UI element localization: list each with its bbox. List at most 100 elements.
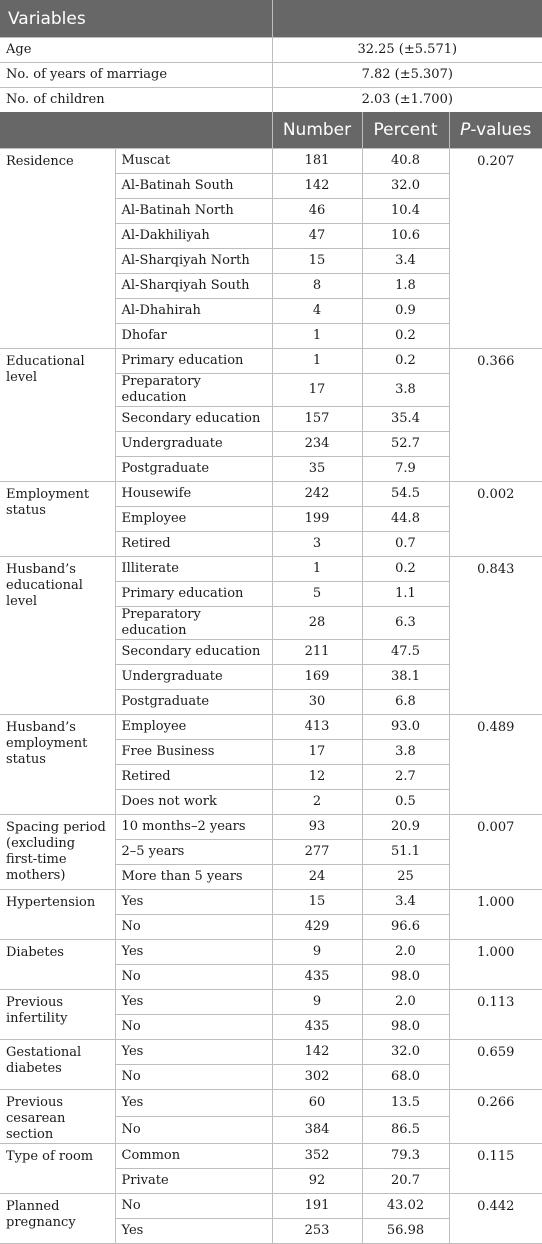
table-row: Spacing period (excluding first-time mot… [0, 814, 542, 890]
variable-label: Previous infertility [0, 989, 116, 1040]
percent-cell: 68.0 [362, 1064, 450, 1090]
table-row: Previous cesarean section Yes 60 13.5 0.266 [0, 1089, 542, 1144]
percent-cell: 52.7 [362, 431, 450, 457]
table-row: Al-Batinah North 46 10.4 [0, 198, 542, 224]
number-cell: 60 [272, 1089, 363, 1117]
variable-label: Husband’s educational level [0, 556, 116, 715]
table-row: Hypertension Yes 15 3.4 1.000 [0, 889, 542, 940]
number-cell: 211 [272, 639, 363, 665]
percent-cell: 56.98 [362, 1218, 450, 1244]
table-row: No 384 86.5 [0, 1116, 542, 1144]
table-row: No 302 68.0 [0, 1064, 542, 1090]
percent-cell: 2.7 [362, 764, 450, 790]
percent-cell: 86.5 [362, 1116, 450, 1144]
pvalue-cell: 0.843 [449, 556, 542, 715]
table-row: Employment status Housewife 242 54.5 0.002 [0, 481, 542, 557]
table-row: Postgraduate 35 7.9 [0, 456, 542, 482]
percent-cell: 54.5 [362, 481, 450, 507]
summary-row: No. of children 2.03 (±1.700) [0, 87, 542, 112]
pvalue-cell: 1.000 [449, 939, 542, 990]
category-cell: Al-Sharqiyah South [115, 273, 273, 299]
category-cell: No [115, 1116, 273, 1144]
title-row-blank [271, 0, 542, 38]
category-cell: More than 5 years [115, 864, 273, 890]
percent-cell: 3.4 [362, 889, 450, 915]
pvalue-cell: 0.659 [449, 1039, 542, 1090]
column-header-number: Number [271, 112, 362, 149]
table-row: Husband’s employment status Employee 413 93… [0, 714, 542, 815]
number-cell: 12 [272, 764, 363, 790]
number-cell: 1 [272, 348, 363, 374]
number-cell: 15 [272, 248, 363, 274]
column-header-row: Number Percent P-values [0, 112, 542, 149]
category-cell: Employee [115, 714, 273, 740]
pvalue-cell: 0.489 [449, 714, 542, 815]
category-cell: No [115, 914, 273, 940]
number-cell: 28 [272, 606, 363, 640]
number-cell: 9 [272, 939, 363, 965]
number-cell: 142 [272, 1039, 363, 1065]
number-cell: 384 [272, 1116, 363, 1144]
percent-cell: 44.8 [362, 506, 450, 532]
number-cell: 17 [272, 739, 363, 765]
percent-cell: 1.8 [362, 273, 450, 299]
category-cell: Yes [115, 1218, 273, 1244]
number-cell: 1 [272, 323, 363, 349]
category-cell: Retired [115, 764, 273, 790]
number-cell: 242 [272, 481, 363, 507]
percent-cell: 93.0 [362, 714, 450, 740]
number-cell: 435 [272, 964, 363, 990]
category-cell: Muscat [115, 148, 273, 174]
table-row: Type of room Common 352 79.3 0.115 [0, 1143, 542, 1194]
summary-row: Age 32.25 (±5.571) [0, 37, 542, 63]
summary-value: 32.25 (±5.571) [271, 37, 542, 63]
table-row: Secondary education 157 35.4 [0, 406, 542, 432]
number-cell: 4 [272, 298, 363, 324]
table-row: 2–5 years 277 51.1 [0, 839, 542, 865]
category-cell: 10 months–2 years [115, 814, 273, 840]
number-cell: 429 [272, 914, 363, 940]
category-cell: Yes [115, 989, 273, 1015]
percent-cell: 51.1 [362, 839, 450, 865]
number-cell: 234 [272, 431, 363, 457]
number-cell: 46 [272, 198, 363, 224]
category-cell: Does not work [115, 789, 273, 815]
percent-cell: 40.8 [362, 148, 450, 174]
summary-row: No. of years of marriage 7.82 (±5.307) [0, 62, 542, 88]
number-cell: 17 [272, 373, 363, 407]
percent-cell: 35.4 [362, 406, 450, 432]
table-row: Al-Batinah South 142 32.0 [0, 173, 542, 199]
table-row: Husband’s educational level Illiterate 1 0.… [0, 556, 542, 715]
number-cell: 435 [272, 1014, 363, 1040]
number-cell: 3 [272, 531, 363, 557]
table-row: No 435 98.0 [0, 964, 542, 990]
pvalue-cell: 0.113 [449, 989, 542, 1040]
pvalue-cell: 0.366 [449, 348, 542, 482]
category-cell: Undergraduate [115, 431, 273, 457]
category-cell: Retired [115, 531, 273, 557]
pvalue-cell: 0.007 [449, 814, 542, 890]
percent-cell: 10.6 [362, 223, 450, 249]
percent-cell: 1.1 [362, 581, 450, 607]
summary-value: 7.82 (±5.307) [271, 62, 542, 88]
summary-value: 2.03 (±1.700) [271, 87, 542, 112]
percent-cell: 32.0 [362, 173, 450, 199]
variable-label: Planned pregnancy [0, 1193, 116, 1244]
variable-label: Gestational diabetes [0, 1039, 116, 1090]
table-row: Educational level Primary education 1 0.2 0.… [0, 348, 542, 482]
table-row: Preparatory education 28 6.3 [0, 606, 542, 640]
variable-label: Previous cesarean section [0, 1089, 116, 1144]
variable-label: Spacing period (excluding first-time mot… [0, 814, 116, 890]
category-cell: Employee [115, 506, 273, 532]
number-cell: 142 [272, 173, 363, 199]
table-row: Secondary education 211 47.5 [0, 639, 542, 665]
category-cell: Al-Dakhiliyah [115, 223, 273, 249]
category-cell: No [115, 1193, 273, 1219]
category-cell: Primary education [115, 581, 273, 607]
pvalue-cell: 1.000 [449, 889, 542, 940]
variable-label: Hypertension [0, 889, 116, 940]
percent-cell: 7.9 [362, 456, 450, 482]
table-title: Variables [0, 0, 272, 38]
percent-cell: 43.02 [362, 1193, 450, 1219]
category-cell: Al-Dhahirah [115, 298, 273, 324]
